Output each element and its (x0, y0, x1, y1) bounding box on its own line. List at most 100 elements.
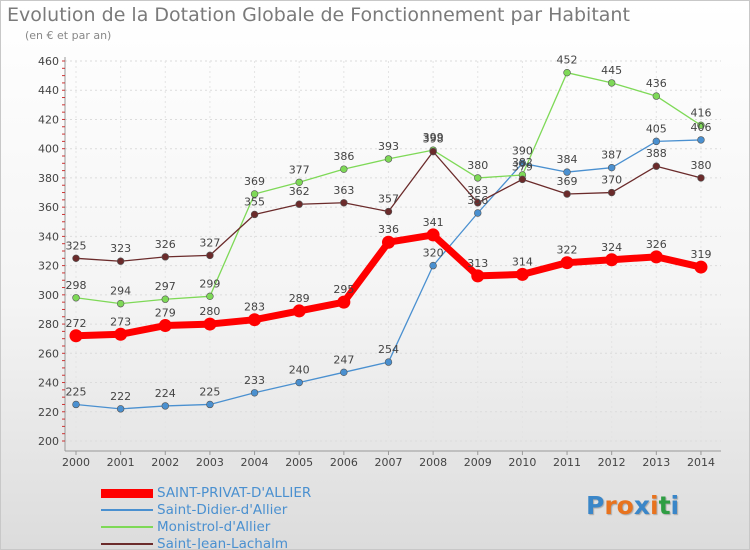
data-point-saint-didier-d-allier (429, 261, 437, 270)
data-point-saint-privat-d-allier (560, 256, 574, 270)
data-point-monistrol-d-allier (340, 165, 348, 173)
data-label: 390 (512, 144, 533, 157)
data-point-monistrol-d-allier (607, 79, 616, 87)
data-label: 445 (601, 64, 622, 77)
legend-swatch (101, 543, 153, 545)
y-tick-label: 220 (38, 406, 59, 419)
data-label: 379 (512, 160, 533, 173)
data-label: 326 (155, 238, 176, 251)
data-label: 325 (66, 239, 87, 252)
data-point-saint-didier-d-allier (250, 389, 259, 397)
x-tick-label: 2013 (642, 456, 670, 469)
legend-label: SAINT-PRIVAT-D'ALLIER (157, 485, 312, 501)
data-point-saint-didier-d-allier (474, 209, 482, 217)
x-tick-label: 2008 (419, 456, 447, 469)
y-tick-label: 300 (38, 289, 59, 302)
data-label: 327 (199, 236, 220, 249)
data-label: 299 (199, 277, 220, 290)
data-point-saint-jean-lachalm (161, 253, 169, 261)
data-point-saint-privat-d-allier (471, 269, 485, 283)
data-label: 240 (289, 364, 310, 377)
data-point-saint-jean-lachalm (474, 199, 482, 207)
data-point-monistrol-d-allier (295, 178, 303, 187)
data-label: 393 (378, 140, 399, 153)
data-label: 326 (646, 238, 667, 251)
data-label: 416 (690, 106, 711, 119)
data-point-saint-didier-d-allier (340, 368, 348, 377)
data-point-saint-jean-lachalm (340, 199, 348, 207)
y-tick-label: 380 (38, 172, 59, 185)
data-point-saint-privat-d-allier (248, 313, 262, 327)
data-label: 322 (557, 244, 578, 257)
data-point-monistrol-d-allier (116, 299, 125, 308)
data-point-saint-privat-d-allier (605, 253, 619, 267)
y-tick-label: 440 (38, 84, 59, 97)
x-tick-label: 2005 (285, 456, 313, 469)
data-label: 298 (66, 279, 87, 292)
data-label: 399 (423, 131, 444, 144)
data-label: 225 (199, 385, 220, 398)
data-point-monistrol-d-allier (652, 92, 661, 100)
data-label: 297 (155, 280, 176, 293)
data-label: 320 (423, 247, 444, 260)
data-label: 355 (244, 195, 265, 208)
data-point-saint-privat-d-allier (649, 250, 663, 264)
data-label: 224 (155, 387, 176, 400)
data-point-saint-didier-d-allier (206, 400, 214, 409)
data-label: 280 (199, 305, 220, 318)
proxiti-logo: Proxiti (586, 491, 680, 520)
legend-swatch (101, 526, 153, 528)
data-label: 406 (690, 121, 711, 134)
data-label: 254 (378, 343, 399, 356)
data-point-saint-jean-lachalm (384, 207, 393, 216)
data-point-saint-didier-d-allier (161, 402, 169, 410)
data-label: 319 (690, 248, 711, 261)
data-point-saint-privat-d-allier (694, 260, 708, 274)
y-tick-label: 340 (38, 230, 59, 243)
data-label: 222 (110, 390, 131, 403)
data-label: 323 (110, 242, 131, 255)
data-label: 225 (66, 385, 87, 398)
data-label: 313 (467, 257, 488, 270)
data-point-saint-jean-lachalm (250, 210, 259, 219)
data-point-saint-privat-d-allier (426, 228, 440, 242)
data-label: 363 (333, 184, 354, 197)
y-tick-label: 260 (38, 347, 59, 360)
y-tick-label: 240 (38, 377, 59, 390)
data-point-monistrol-d-allier (161, 295, 169, 303)
data-label: 387 (601, 149, 622, 162)
chart-subtitle: (en € et par an) (25, 29, 112, 42)
data-point-saint-jean-lachalm (116, 257, 125, 265)
data-point-monistrol-d-allier (474, 174, 482, 182)
data-point-monistrol-d-allier (563, 68, 571, 77)
data-label: 382 (512, 156, 533, 169)
data-point-saint-jean-lachalm (607, 188, 616, 197)
data-label: 377 (289, 163, 310, 176)
data-point-monistrol-d-allier (697, 121, 705, 130)
data-point-saint-jean-lachalm (697, 174, 705, 182)
data-point-saint-jean-lachalm (72, 254, 80, 263)
data-label: 398 (423, 133, 444, 146)
data-point-saint-privat-d-allier (337, 295, 351, 309)
data-point-saint-jean-lachalm (563, 190, 571, 198)
x-tick-label: 2001 (107, 456, 135, 469)
data-point-saint-privat-d-allier (114, 327, 128, 341)
data-label: 356 (467, 194, 488, 207)
x-tick-label: 2010 (508, 456, 536, 469)
y-tick-label: 360 (38, 201, 59, 214)
data-label: 370 (601, 174, 622, 187)
y-tick-label: 420 (38, 113, 59, 126)
data-label: 386 (333, 150, 354, 163)
data-label: 405 (646, 122, 667, 135)
data-point-monistrol-d-allier (206, 292, 214, 301)
data-point-saint-didier-d-allier (652, 137, 661, 146)
data-label: 324 (601, 241, 622, 254)
data-point-saint-jean-lachalm (206, 251, 214, 260)
x-tick-label: 2003 (196, 456, 224, 469)
data-point-saint-didier-d-allier (607, 163, 616, 172)
data-label: 380 (467, 159, 488, 172)
y-tick-label: 320 (38, 260, 59, 273)
x-tick-label: 2014 (687, 456, 715, 469)
